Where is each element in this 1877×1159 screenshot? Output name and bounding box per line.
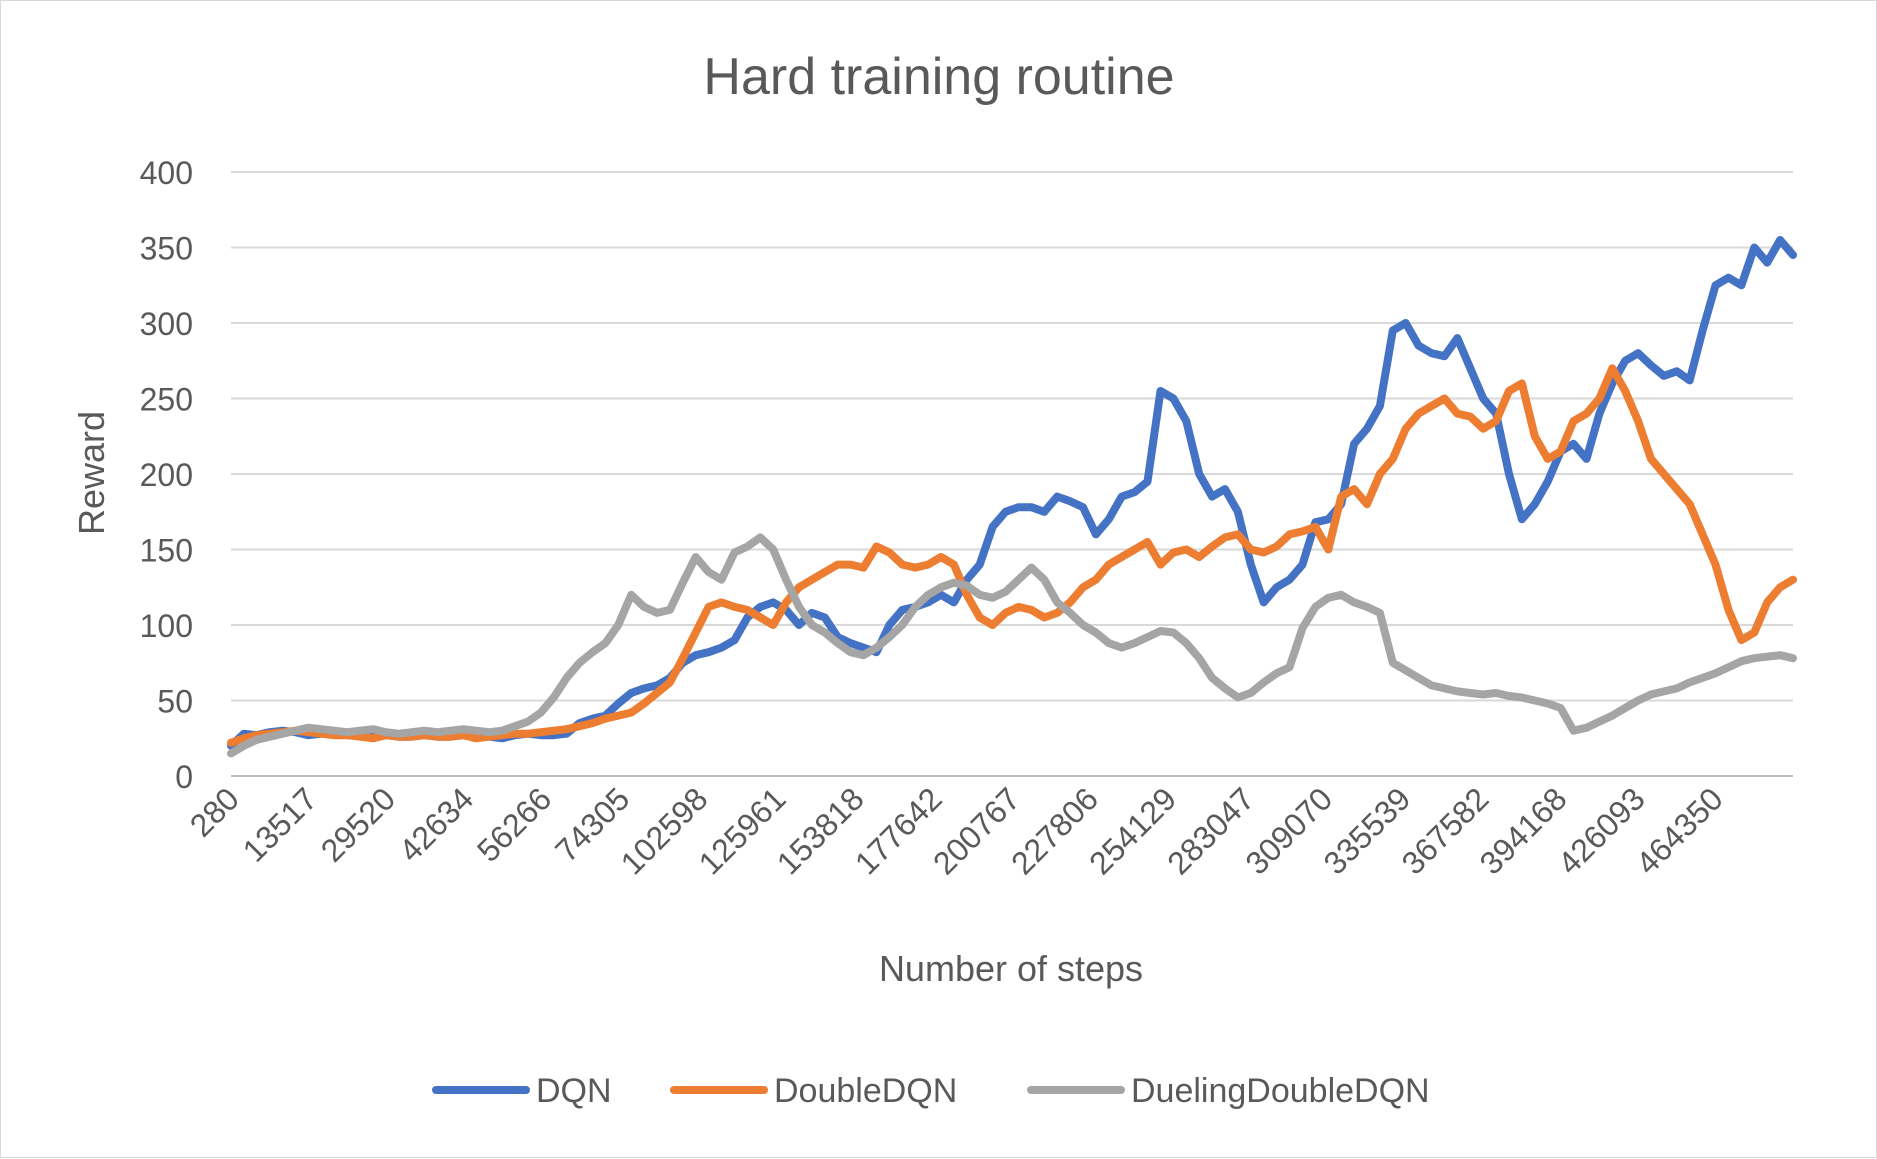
gridlines <box>231 171 1793 777</box>
x-tick-label: 426093 <box>1551 780 1652 881</box>
chart-title: Hard training routine <box>703 48 1174 106</box>
x-tick-label: 56266 <box>470 780 558 868</box>
x-tick-label: 227806 <box>1004 780 1105 881</box>
x-tick-label: 102598 <box>614 780 715 881</box>
series-line-DuelingDoubleDQN <box>227 533 1797 758</box>
x-tick-labels: 2801351729520426345626674305102598125961… <box>183 780 1730 881</box>
y-tick-labels: 0 50 100 150 200 250 300 350 400 <box>140 155 193 795</box>
y-tick-label: 250 <box>140 382 193 418</box>
x-tick-label: 125961 <box>692 780 793 881</box>
x-tick-label: 42634 <box>392 780 480 868</box>
y-tick-label: 150 <box>140 533 193 569</box>
legend-label-DQN: DQN <box>536 1072 612 1110</box>
x-tick-label: 367582 <box>1395 780 1496 881</box>
y-tick-label: 100 <box>140 608 193 644</box>
x-tick-label: 200767 <box>926 780 1027 881</box>
y-tick-label: 300 <box>140 306 193 342</box>
x-tick-label: 394168 <box>1473 780 1574 881</box>
legend-label-DoubleDQN: DoubleDQN <box>774 1072 957 1110</box>
y-axis-label: Reward <box>71 411 112 535</box>
y-tick-label: 350 <box>140 231 193 267</box>
x-tick-label: 464350 <box>1629 780 1730 881</box>
y-tick-label: 0 <box>175 759 193 795</box>
x-tick-label: 29520 <box>314 780 402 868</box>
y-tick-label: 400 <box>140 155 193 191</box>
x-tick-label: 153818 <box>770 780 871 881</box>
legend: DQN DoubleDQN DuelingDoubleDQN <box>432 1072 1430 1110</box>
x-tick-label: 13517 <box>236 780 324 868</box>
x-tick-label: 335539 <box>1316 780 1417 881</box>
x-tick-label: 309070 <box>1238 780 1339 881</box>
series-line-DoubleDQN <box>227 364 1797 747</box>
y-tick-label: 200 <box>140 457 193 493</box>
y-tick-label: 50 <box>157 684 193 720</box>
legend-label-DuelingDoubleDQN: DuelingDoubleDQN <box>1131 1072 1430 1110</box>
series-lines <box>227 236 1797 758</box>
x-tick-label: 177642 <box>848 780 949 881</box>
series-line-DQN <box>227 236 1797 750</box>
x-tick-label: 283047 <box>1160 780 1261 881</box>
x-tick-label: 254129 <box>1082 780 1183 881</box>
x-axis-label: Number of steps <box>879 948 1143 989</box>
